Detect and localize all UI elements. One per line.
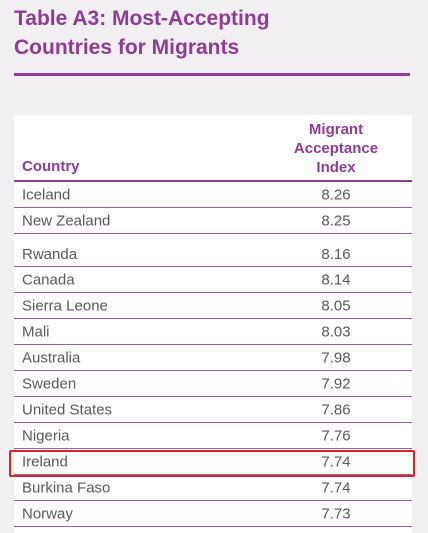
table-row: Sierra Leone 8.05	[14, 293, 412, 319]
country-cell: Rwanda	[22, 246, 78, 263]
index-cell: 7.73	[321, 505, 351, 522]
table-row: Iceland 8.26	[14, 182, 412, 208]
country-cell: Canada	[22, 271, 75, 288]
country-cell: Nigeria	[22, 427, 70, 444]
index-cell: 8.05	[321, 297, 351, 314]
country-cell: Sweden	[22, 375, 77, 392]
table-row: Australia 7.98	[14, 345, 412, 371]
column-header-index-line-3: Index	[316, 159, 356, 176]
column-header-country: Country	[22, 158, 80, 175]
country-cell: United States	[22, 401, 113, 418]
table-row: Burkina Faso 7.74	[14, 475, 412, 501]
country-cell: Sierra Leone	[22, 297, 108, 314]
country-cell: Norway	[22, 505, 73, 522]
column-header-index-line-2: Acceptance	[293, 140, 379, 157]
table-title: Table A3: Most-Accepting Countries for M…	[14, 4, 414, 62]
index-cell: 7.74	[321, 479, 351, 496]
column-header-index: Migrant Acceptance Index	[276, 120, 396, 177]
index-cell: 8.16	[321, 246, 351, 263]
country-cell: Mali	[22, 323, 50, 340]
table-row: Nigeria 7.76	[14, 423, 412, 449]
highlight-box	[9, 450, 415, 477]
index-cell: 7.98	[321, 349, 351, 366]
index-cell: 7.86	[321, 401, 351, 418]
column-header-index-line-1: Migrant	[308, 121, 364, 138]
index-cell: 8.14	[321, 271, 351, 288]
index-cell: 8.26	[321, 186, 351, 203]
table-row: Norway 7.73	[14, 501, 412, 527]
table-row: Canada 8.14	[14, 267, 412, 293]
table-row: Sweden 7.92	[14, 371, 412, 397]
table-row: Rwanda 8.16	[14, 234, 412, 267]
table-row: New Zealand 8.25	[14, 208, 412, 234]
country-cell: New Zealand	[22, 212, 111, 229]
table-header: Country Migrant Acceptance Index	[14, 115, 412, 182]
index-cell: 8.25	[321, 212, 351, 229]
title-line-1: Table A3: Most-Accepting	[14, 7, 270, 30]
table-row: United States 7.86	[14, 397, 412, 423]
data-table: Country Migrant Acceptance Index Iceland…	[14, 115, 412, 533]
title-divider	[14, 73, 410, 76]
title-line-2: Countries for Migrants	[14, 36, 240, 59]
country-cell: Ireland	[22, 453, 68, 470]
country-cell: Australia	[22, 349, 81, 366]
index-cell: 7.92	[321, 375, 351, 392]
index-cell: 7.76	[321, 427, 351, 444]
index-cell: 8.03	[321, 323, 351, 340]
country-cell: Burkina Faso	[22, 479, 111, 496]
table-row-highlighted: Ireland 7.74	[14, 449, 412, 475]
table-row: Mali 8.03	[14, 319, 412, 345]
country-cell: Iceland	[22, 186, 71, 203]
index-cell: 7.74	[321, 453, 351, 470]
